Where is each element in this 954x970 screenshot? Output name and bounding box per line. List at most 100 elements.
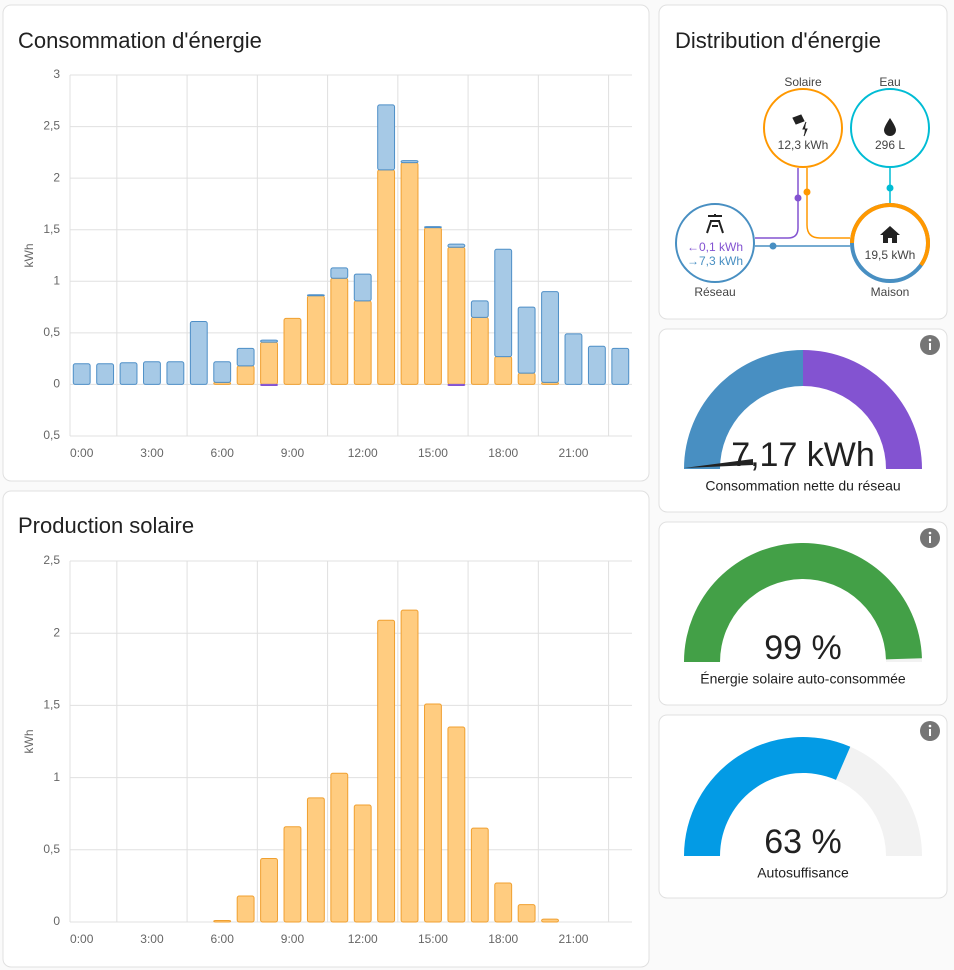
bar: [470, 827, 489, 923]
y-tick-label: 0,5: [43, 428, 60, 442]
bar: [447, 243, 466, 248]
y-tick-label: 0: [53, 914, 60, 928]
x-tick-label: 15:00: [418, 932, 448, 946]
info-icon-mark: [928, 531, 932, 535]
bar: [424, 703, 442, 923]
bar: [260, 383, 278, 386]
bar: [330, 277, 349, 385]
bar: [377, 104, 396, 171]
bar: [470, 300, 489, 318]
bar: [611, 347, 630, 385]
y-axis-label: kWh: [22, 244, 36, 268]
card-title: Distribution d'énergie: [675, 28, 881, 53]
x-tick-label: 18:00: [488, 932, 518, 946]
y-tick-label: 1,5: [43, 698, 60, 712]
info-icon-mark: [929, 729, 931, 736]
bar: [283, 826, 302, 923]
info-icon-mark: [928, 724, 932, 728]
node-value: 296 L: [875, 138, 905, 152]
bar: [260, 857, 278, 923]
grid-icon: [706, 214, 724, 234]
node-label: Solaire: [784, 75, 822, 89]
card: [2, 4, 650, 482]
gauge-label: Autosuffisance: [757, 865, 849, 881]
node-value: 12,3 kWh: [778, 138, 829, 152]
bar: [494, 248, 513, 358]
bar: [213, 920, 232, 923]
bar: [447, 383, 466, 386]
home-ring: [850, 203, 930, 267]
y-axis-label: kWh: [22, 730, 36, 754]
y-tick-label: 0,5: [43, 325, 60, 339]
node-label: Réseau: [694, 285, 735, 299]
x-tick-label: 6:00: [211, 446, 235, 460]
gauge-label: Consommation nette du réseau: [705, 478, 900, 494]
bar: [447, 726, 466, 923]
bar: [400, 609, 419, 923]
bar: [517, 372, 536, 385]
bar: [353, 804, 372, 923]
x-tick-label: 0:00: [70, 932, 94, 946]
flow: [755, 168, 799, 239]
node-value: 19,5 kWh: [865, 248, 916, 262]
bar: [424, 226, 442, 229]
bar: [143, 361, 161, 385]
bar: [306, 294, 325, 297]
bar: [377, 619, 396, 923]
x-tick-label: 3:00: [140, 932, 164, 946]
gauge-value: [684, 736, 851, 856]
gauge-needle: [684, 459, 753, 468]
bar: [330, 267, 349, 279]
node-label: Maison: [871, 285, 910, 299]
y-tick-label: 3: [53, 67, 60, 81]
x-tick-label: 18:00: [488, 446, 518, 460]
y-tick-label: 1: [53, 273, 60, 287]
card-title: Consommation d'énergie: [18, 28, 262, 53]
card: [2, 490, 650, 968]
bar: [517, 904, 536, 923]
y-tick-label: 2,5: [43, 553, 60, 567]
bar: [494, 356, 513, 385]
node-value: ←0,1 kWh: [687, 240, 743, 254]
y-tick-label: 1,5: [43, 222, 60, 236]
gauge-value-label: 7,17 kWh: [731, 436, 875, 474]
gauge-segment: [684, 350, 803, 469]
bar: [260, 341, 278, 385]
flow-dot: [886, 184, 894, 192]
gauge-label: Énergie solaire auto-consommée: [700, 671, 906, 687]
bar: [283, 317, 302, 385]
x-tick-label: 9:00: [281, 932, 305, 946]
bar: [587, 345, 606, 385]
x-tick-label: 12:00: [348, 932, 378, 946]
flow-dot: [803, 188, 811, 196]
bar: [330, 772, 349, 923]
flow-dot: [794, 194, 802, 202]
flow-dot: [769, 242, 777, 250]
bar: [470, 316, 489, 385]
node-label: Eau: [879, 75, 900, 89]
bar: [400, 160, 419, 164]
bar: [189, 321, 208, 385]
bar: [353, 273, 372, 302]
info-icon-mark: [928, 338, 932, 342]
bar: [494, 882, 513, 923]
bar: [236, 365, 255, 385]
grid-node: [675, 203, 755, 283]
bar: [213, 361, 232, 383]
bar: [72, 363, 91, 385]
water-icon: [884, 118, 896, 136]
gauge-value-label: 99 %: [764, 629, 842, 667]
bar: [447, 246, 466, 385]
home-icon: [880, 226, 900, 243]
bar: [400, 162, 419, 385]
bar: [306, 797, 325, 923]
x-tick-label: 15:00: [418, 446, 448, 460]
x-tick-label: 21:00: [558, 446, 588, 460]
bar: [236, 895, 255, 923]
gauge-value: [684, 543, 922, 662]
x-tick-label: 3:00: [140, 446, 164, 460]
info-icon-mark: [929, 343, 931, 350]
x-tick-label: 12:00: [348, 446, 378, 460]
flow: [806, 168, 850, 239]
x-tick-label: 21:00: [558, 932, 588, 946]
